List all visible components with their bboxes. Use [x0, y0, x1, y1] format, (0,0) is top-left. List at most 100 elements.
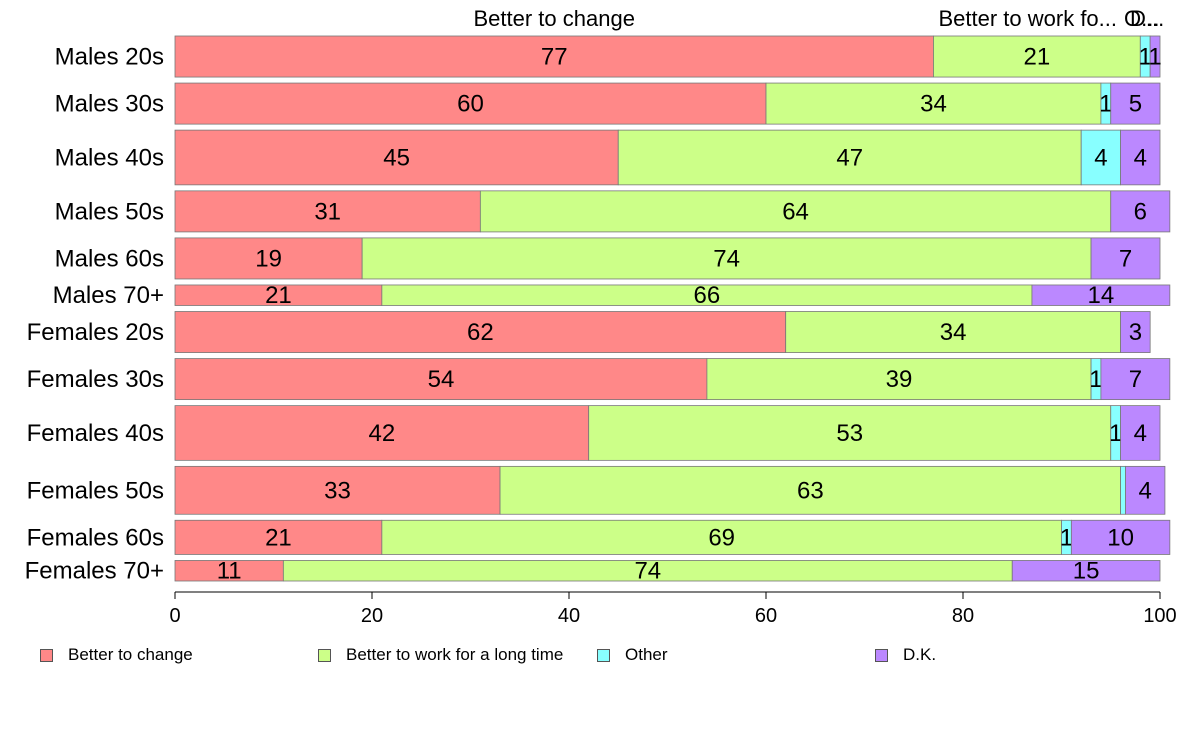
top-label-other: O... [1124, 6, 1159, 31]
bar-value-label: 39 [886, 366, 913, 393]
x-tick-label: 80 [952, 605, 974, 627]
bar-value-label: 69 [708, 524, 735, 551]
legend-swatch [597, 648, 610, 662]
top-series-labels: Better to change Better to work fo... O...… [473, 6, 1164, 31]
bar-segment-better-to-work-for-a-long-time [499, 465, 1121, 515]
top-label-dk: D... [1130, 6, 1164, 31]
legend-swatch [318, 648, 331, 662]
bar-segment-better-to-change [174, 35, 934, 78]
bar-value-label: 31 [314, 198, 341, 225]
bar-value-label: 3 [1129, 319, 1142, 346]
bar-segment-better-to-work-for-a-long-time [785, 311, 1122, 353]
bar-value-label: 14 [1088, 282, 1115, 309]
bar-segment-better-to-work-for-a-long-time [588, 405, 1112, 461]
bar-value-label: 4 [1094, 144, 1107, 171]
bar-segment-d-k [1120, 129, 1161, 186]
bar-segment-better-to-change [174, 82, 767, 125]
bar-segment-d-k [1120, 405, 1161, 461]
x-tick-label: 60 [755, 605, 777, 627]
x-tick-label: 20 [361, 605, 383, 627]
category-label: Males 20s [55, 44, 164, 71]
bar-value-label: 34 [920, 91, 947, 118]
legend-item-better-to-work: Better to work for a long time [318, 645, 563, 665]
bar-value-label: 19 [255, 245, 282, 272]
bar-segment-better-to-work-for-a-long-time [479, 190, 1112, 233]
x-axis: 0 20 40 60 80 100 [169, 591, 1177, 627]
bar-segment-better-to-change [174, 311, 787, 353]
bar-segment-d-k [1110, 82, 1161, 125]
category-label: Males 30s [55, 91, 164, 118]
bar-value-label: 4 [1134, 144, 1147, 171]
category-label: Males 40s [55, 144, 164, 171]
bar-value-label: 45 [383, 144, 410, 171]
bar-segment-d-k [1090, 237, 1161, 280]
bar-value-label: 62 [467, 319, 494, 346]
category-label: Females 30s [27, 366, 164, 393]
legend-label: Other [625, 645, 668, 664]
bar-value-label: 77 [541, 44, 568, 71]
bar-segment-better-to-change [174, 237, 363, 280]
bar-value-label: 74 [634, 558, 661, 585]
bar-segment-d-k [1125, 465, 1166, 515]
bar-value-label: 66 [694, 282, 721, 309]
bar-segment-d-k [1031, 284, 1171, 306]
bar-segment-better-to-change [174, 465, 501, 515]
bar-segment-better-to-work-for-a-long-time [933, 35, 1141, 78]
bar-segment-other [1080, 129, 1121, 186]
legend-item-other: Other [597, 645, 668, 665]
bar-value-label: 6 [1134, 198, 1147, 225]
legend-label: Better to work for a long time [346, 645, 564, 664]
bar-segment-better-to-change [174, 358, 708, 401]
bar-value-label: 11 [217, 558, 242, 585]
bar-segment-d-k [1120, 311, 1151, 353]
bar-value-label: 54 [428, 366, 455, 393]
bar-value-label: 1 [1148, 44, 1161, 71]
bar-value-label: 64 [782, 198, 809, 225]
x-tick-label: 0 [169, 605, 180, 627]
top-label-better-to-work: Better to work fo... [938, 6, 1117, 31]
bar-value-label: 1 [1109, 420, 1122, 447]
category-label: Females 70+ [25, 558, 164, 585]
bar-segment-d-k [1100, 358, 1171, 401]
category-label: Females 50s [27, 477, 164, 504]
bar-segment-better-to-work-for-a-long-time [706, 358, 1092, 401]
bar-value-label: 53 [836, 420, 863, 447]
bar-segment-d-k [1011, 560, 1161, 582]
bar-value-label: 74 [713, 245, 740, 272]
bar-segment-d-k [1149, 35, 1161, 78]
category-label: Males 50s [55, 198, 164, 225]
bar-value-label: 7 [1129, 366, 1142, 393]
legend-item-better-to-change: Better to change [40, 645, 193, 665]
bar-value-label: 1 [1060, 524, 1073, 551]
bar-value-label: 10 [1107, 524, 1134, 551]
bar-segment-better-to-change [174, 519, 383, 555]
bar-segment-better-to-change [174, 190, 481, 233]
category-label: Females 20s [27, 319, 164, 346]
bar-value-label: 33 [324, 477, 351, 504]
bar-value-label: 1 [1139, 44, 1152, 71]
bar-segment-d-k [1110, 190, 1171, 233]
bar-value-label: 21 [265, 282, 292, 309]
bar-segment-better-to-change [174, 129, 619, 186]
category-labels: Males 20s Males 30s Males 40s Males 50s Male… [25, 44, 164, 585]
bar-segment-better-to-work-for-a-long-time [361, 237, 1092, 280]
x-tick-label: 100 [1143, 605, 1176, 627]
bar-value-label: 4 [1139, 477, 1152, 504]
bar-value-label: 60 [457, 91, 484, 118]
bar-segment-better-to-work-for-a-long-time [617, 129, 1082, 186]
bar-value-label: 7 [1119, 245, 1132, 272]
bar-segment-d-k [1070, 519, 1171, 555]
x-tick-label: 40 [558, 605, 580, 627]
bar-value-label: 42 [368, 420, 395, 447]
category-label: Females 60s [27, 524, 164, 551]
bar-value-label: 15 [1073, 558, 1100, 585]
category-label: Males 70+ [53, 282, 164, 309]
legend-item-dk: D.K. [875, 645, 936, 665]
bar-value-label: 4 [1134, 420, 1147, 447]
legend-label: D.K. [903, 645, 937, 664]
bar-value-label: 47 [836, 144, 863, 171]
category-label: Females 40s [27, 420, 164, 447]
legend-label: Better to change [68, 645, 193, 664]
